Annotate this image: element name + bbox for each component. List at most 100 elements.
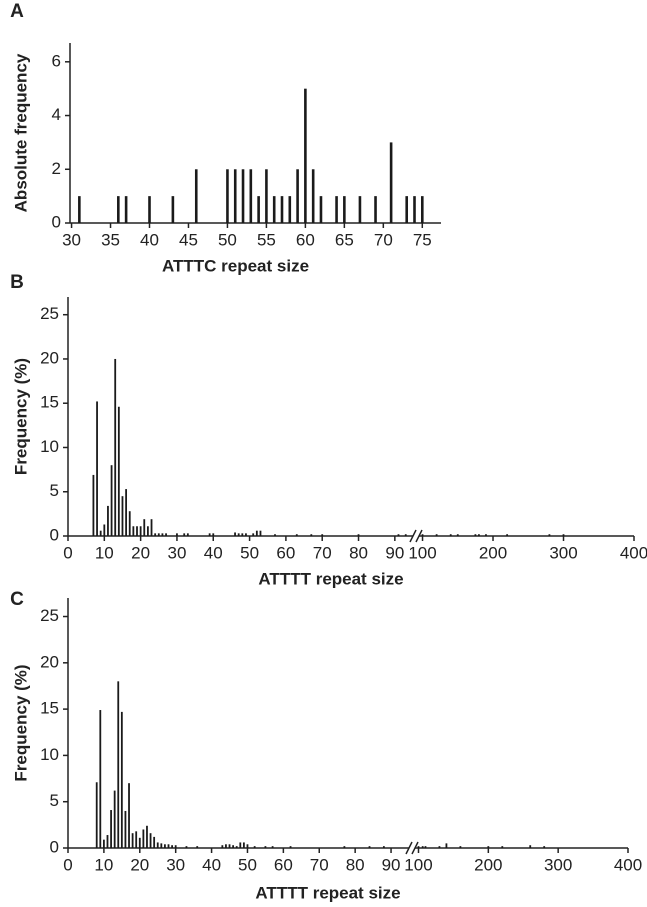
y-tick-label: 2: [52, 159, 61, 178]
bar: [149, 833, 152, 848]
bar: [272, 196, 276, 223]
bar: [171, 845, 173, 848]
bar: [135, 831, 138, 848]
bar: [289, 846, 292, 848]
bar: [232, 845, 235, 848]
bar: [185, 846, 188, 848]
bar: [358, 196, 362, 223]
x-tick-label: 200: [474, 855, 502, 874]
bar: [96, 401, 98, 536]
bar: [413, 196, 416, 223]
bar: [421, 846, 424, 848]
bar: [374, 196, 377, 223]
x-axis-title: ATTTT repeat size: [255, 883, 400, 902]
bar: [246, 844, 249, 848]
bar: [321, 534, 324, 536]
bar: [435, 534, 438, 536]
bar: [128, 783, 130, 848]
bar: [242, 842, 245, 848]
x-tick-label: 80: [346, 855, 365, 874]
bar: [420, 196, 424, 223]
bar: [153, 836, 156, 848]
bar: [117, 681, 120, 848]
y-tick-label: 0: [50, 837, 59, 856]
bar: [252, 533, 255, 536]
x-tick-label: 50: [218, 230, 237, 249]
bar: [343, 196, 346, 223]
bar: [311, 169, 315, 223]
y-axis-title: Frequency (%): [11, 358, 30, 475]
bar: [117, 406, 120, 536]
axis-break: [405, 841, 413, 855]
bar: [161, 533, 164, 536]
bar: [478, 534, 480, 536]
bar: [142, 829, 145, 848]
y-tick-label: 15: [40, 699, 59, 718]
bar: [304, 88, 307, 224]
bar: [382, 846, 385, 848]
x-tick-label: 10: [94, 855, 113, 874]
bar: [485, 534, 487, 536]
y-axis-title: Frequency (%): [11, 664, 30, 781]
bar: [225, 844, 227, 848]
bar: [99, 530, 102, 536]
x-axis-title: ATTTT repeat size: [258, 569, 403, 588]
bar: [253, 846, 256, 848]
x-tick-label: 45: [179, 230, 198, 249]
bar: [296, 169, 299, 223]
bar: [562, 534, 565, 536]
y-tick-label: 4: [52, 105, 61, 124]
bar: [259, 530, 262, 536]
x-tick-label: 50: [238, 855, 257, 874]
bar: [110, 810, 112, 848]
bar: [107, 505, 109, 536]
bar: [221, 845, 224, 848]
x-tick-label: 40: [140, 230, 159, 249]
x-tick-label: 20: [131, 543, 150, 562]
y-tick-label: 25: [40, 304, 59, 323]
bar: [138, 837, 141, 848]
x-tick-label: 55: [257, 230, 276, 249]
bar: [319, 196, 323, 223]
bar: [295, 534, 298, 536]
x-tick-label: 60: [274, 855, 293, 874]
bar: [274, 534, 276, 536]
bar: [146, 825, 148, 848]
bar: [208, 533, 211, 536]
bar: [343, 846, 346, 848]
bar: [136, 526, 138, 536]
panel-label: B: [10, 272, 24, 293]
bar: [194, 169, 198, 223]
x-tick-label: 300: [549, 543, 577, 562]
y-tick-label: 15: [40, 393, 59, 412]
bar: [397, 534, 400, 536]
bar: [164, 844, 166, 848]
bar: [543, 846, 546, 848]
x-tick-label: 35: [101, 230, 120, 249]
x-tick-label: 40: [204, 543, 223, 562]
x-tick-label: 80: [349, 543, 368, 562]
bar: [124, 196, 128, 223]
x-axis-title: ATTTC repeat size: [162, 256, 309, 275]
axis-break: [409, 529, 417, 543]
bar: [264, 846, 267, 848]
bar: [95, 782, 98, 848]
bar: [157, 533, 160, 536]
x-tick-label: 90: [385, 543, 404, 562]
bar: [117, 196, 120, 223]
bar: [226, 169, 229, 223]
x-tick-label: 90: [382, 855, 401, 874]
bar: [529, 845, 532, 848]
bar: [78, 196, 81, 223]
bar: [255, 530, 258, 536]
x-tick-label: 75: [413, 230, 432, 249]
bar: [139, 526, 142, 536]
bar: [92, 474, 95, 536]
y-tick-label: 10: [40, 437, 59, 456]
bar: [176, 533, 178, 536]
x-tick-label: 100: [408, 543, 436, 562]
x-tick-label: 60: [276, 543, 295, 562]
x-tick-label: 50: [240, 543, 259, 562]
bar: [99, 710, 102, 848]
bar: [506, 534, 509, 536]
